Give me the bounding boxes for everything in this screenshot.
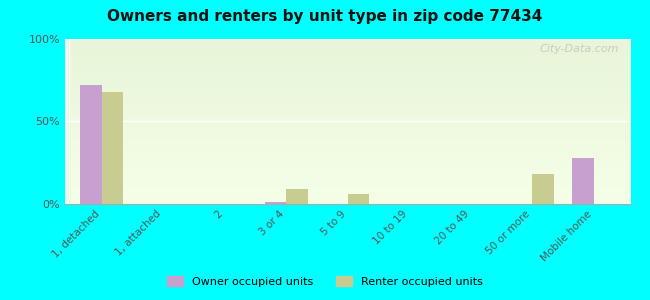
Text: City-Data.com: City-Data.com <box>540 44 619 54</box>
Bar <box>81 85 102 204</box>
Legend: Owner occupied units, Renter occupied units: Owner occupied units, Renter occupied un… <box>162 272 488 291</box>
Bar <box>265 202 286 204</box>
Bar <box>532 174 554 204</box>
Text: Owners and renters by unit type in zip code 77434: Owners and renters by unit type in zip c… <box>107 9 543 24</box>
Bar <box>102 92 124 204</box>
Bar <box>348 194 369 204</box>
Bar <box>286 189 308 204</box>
Bar <box>572 158 593 204</box>
